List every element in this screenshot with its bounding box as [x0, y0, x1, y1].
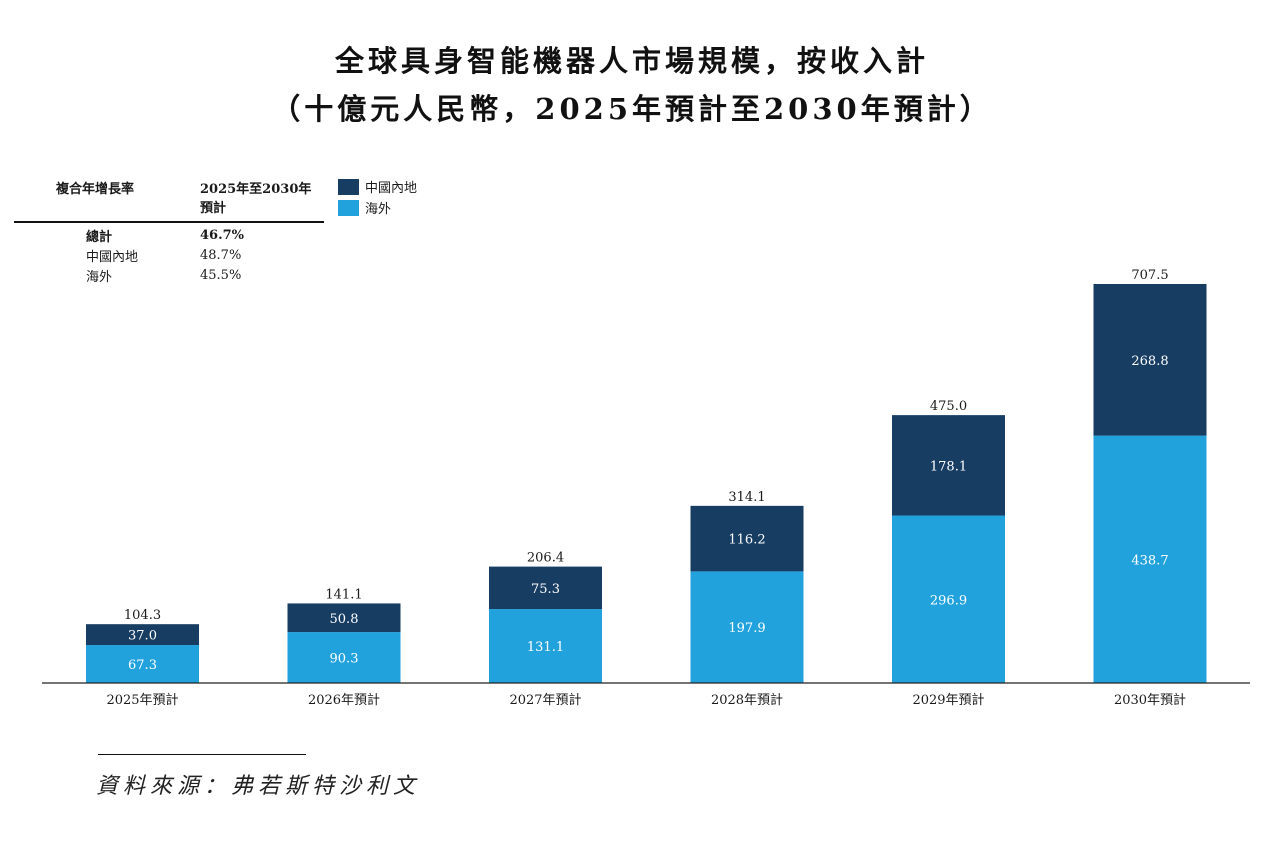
data-label-overseas: 67.3 [128, 658, 157, 673]
data-label-total: 104.3 [124, 608, 161, 623]
bar-segment-overseas [86, 645, 199, 683]
bar-segment-overseas [489, 609, 602, 683]
bar-segment-overseas [690, 571, 804, 683]
x-tick-label: 2028年預計 [711, 692, 783, 708]
data-label-overseas: 296.9 [930, 593, 967, 608]
chart-title: 全球具身智能機器人市場規模，按收入計 [334, 44, 929, 78]
cagr-row-total: 總計 46.7% [14, 225, 324, 245]
bar-segment-overseas [287, 632, 401, 683]
cagr-row-overseas: 海外 45.5% [14, 265, 324, 285]
cagr-label: 海外 [86, 269, 113, 285]
chart-subtitle: （十億元人民幣，2025年預計至2030年預計） [271, 92, 993, 126]
data-label-mainland: 116.2 [728, 533, 765, 548]
data-label-total: 206.4 [527, 551, 564, 566]
cagr-row-mainland: 中國內地 48.7% [14, 245, 324, 265]
x-tick-label: 2029年預計 [912, 692, 984, 708]
data-label-overseas: 131.1 [527, 640, 564, 655]
source-note: 資料來源：弗若斯特沙利文 [96, 774, 421, 799]
cagr-header: 複合年增長率 2025年至2030年預計 [14, 178, 324, 223]
data-label-total: 475.0 [930, 399, 967, 414]
cagr-table: 複合年增長率 2025年至2030年預計 總計 46.7% 中國內地 48.7%… [14, 178, 324, 285]
legend-swatch [338, 178, 359, 195]
bar-segment-mainland [86, 624, 199, 646]
cagr-header-period: 2025年至2030年預計 [200, 182, 312, 216]
bar-segment-mainland [690, 505, 804, 572]
source-divider [98, 754, 306, 755]
data-label-mainland: 50.8 [330, 612, 359, 627]
data-label-overseas: 90.3 [330, 652, 359, 667]
legend-label: 中國內地 [365, 181, 418, 196]
legend-swatch [338, 199, 359, 216]
legend-item-mainland: 中國內地 [338, 176, 417, 197]
legend-item-overseas: 海外 [338, 197, 417, 218]
data-label-mainland: 37.0 [128, 629, 157, 644]
chart-legend: 中國內地 海外 [338, 176, 417, 218]
cagr-label: 中國內地 [86, 249, 139, 265]
cagr-label: 總計 [86, 229, 113, 245]
bar-segment-mainland [892, 415, 1005, 516]
data-label-overseas: 197.9 [728, 621, 765, 636]
cagr-value: 48.7% [200, 247, 242, 263]
bar-segment-overseas [1093, 435, 1207, 683]
bar-segment-mainland [1093, 284, 1207, 436]
bar-segment-mainland [287, 603, 401, 633]
bar-segment-overseas [892, 515, 1005, 683]
data-label-overseas: 438.7 [1131, 553, 1168, 568]
x-tick-label: 2027年預計 [509, 692, 581, 708]
data-label-mainland: 268.8 [1131, 354, 1168, 369]
x-tick-label: 2026年預計 [308, 692, 380, 708]
x-tick-label: 2025年預計 [106, 692, 178, 708]
bar-segment-mainland [489, 566, 602, 610]
cagr-header-label: 複合年增長率 [56, 182, 135, 197]
x-tick-label: 2030年預計 [1114, 692, 1186, 708]
data-label-total: 707.5 [1131, 268, 1168, 283]
data-label-total: 141.1 [325, 587, 362, 602]
data-label-total: 314.1 [728, 490, 765, 505]
cagr-value: 45.5% [200, 267, 242, 283]
legend-label: 海外 [365, 202, 392, 217]
cagr-value: 46.7% [200, 227, 245, 243]
data-label-mainland: 178.1 [930, 459, 967, 474]
data-label-mainland: 75.3 [531, 582, 560, 597]
